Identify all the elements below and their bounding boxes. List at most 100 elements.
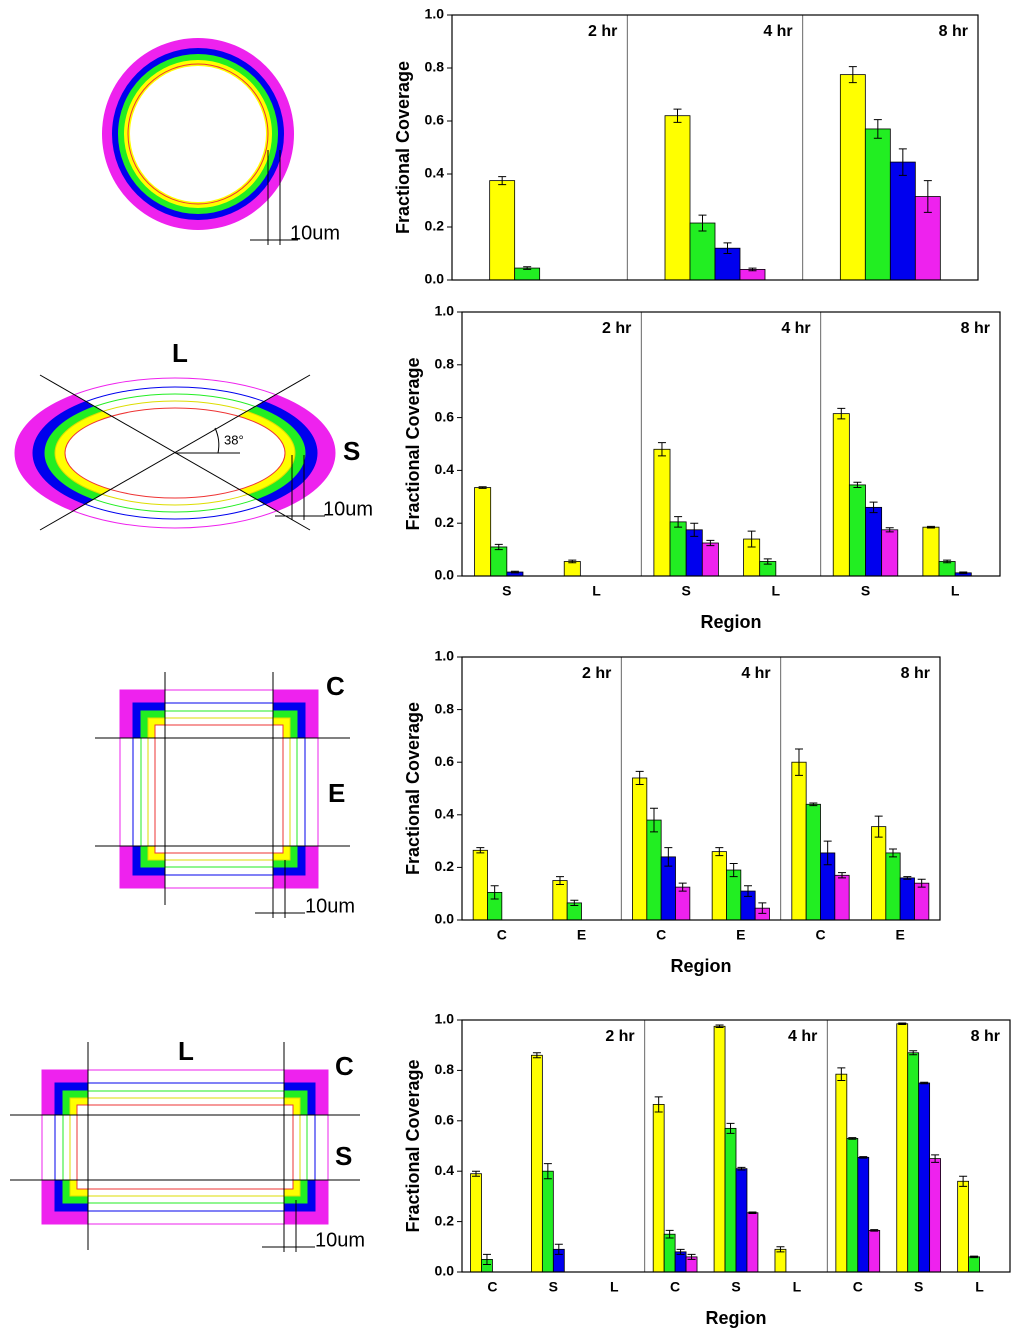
bar (474, 487, 492, 577)
bar (868, 1230, 881, 1273)
y-tick-label: 0.2 (425, 218, 445, 234)
x-tick-label: S (549, 1279, 558, 1295)
panel-label: 2 hr (605, 1028, 634, 1045)
plot-frame (461, 311, 1001, 577)
bar (834, 874, 850, 921)
error-bar (794, 748, 803, 776)
panel-label: 4 hr (781, 320, 810, 337)
error-bar (715, 847, 724, 857)
y-tick-label: 0.4 (435, 1162, 455, 1178)
error-bar (510, 570, 519, 574)
scale-label: 10um (305, 895, 355, 917)
bar (674, 1251, 687, 1273)
error-bar (570, 899, 579, 907)
error-bar (873, 119, 882, 139)
error-bar (885, 527, 894, 533)
error-bar (665, 1229, 674, 1239)
error-bar (715, 1024, 724, 1029)
region-label: L (178, 1036, 194, 1066)
error-bar (687, 1253, 696, 1260)
error-bar (959, 1175, 968, 1187)
error-bar (837, 1067, 846, 1081)
error-bar (837, 407, 846, 420)
rectangle-diagram: L C S 10um (10, 1036, 365, 1252)
bar (774, 1248, 787, 1273)
circle-diagram: 10um (102, 38, 340, 245)
bar (896, 1023, 909, 1273)
error-bar (758, 902, 767, 914)
x-tick-label: L (793, 1279, 802, 1295)
bar (871, 826, 887, 921)
region-label: C (326, 671, 345, 701)
bar (864, 128, 891, 281)
x-tick-label: C (670, 1279, 680, 1295)
x-axis-label: Region (701, 612, 762, 632)
bar (726, 869, 742, 921)
y-tick-label: 0.8 (435, 356, 455, 372)
panel-label: 2 hr (582, 665, 611, 682)
y-tick-label: 0.2 (435, 1212, 455, 1228)
bar (881, 529, 899, 577)
error-bar (748, 1211, 757, 1215)
bar (735, 1168, 748, 1273)
error-bar (888, 848, 897, 858)
bar (675, 886, 691, 921)
error-bar (747, 530, 756, 548)
y-tick-label: 0.8 (425, 59, 445, 75)
error-bar (654, 1096, 663, 1113)
error-bar (729, 862, 738, 878)
bar (839, 74, 866, 281)
region-label: E (328, 778, 345, 808)
error-bar (838, 872, 847, 879)
error-bar (869, 501, 878, 514)
x-tick-label: S (914, 1279, 923, 1295)
bar (922, 526, 940, 577)
error-bar (920, 1081, 929, 1085)
error-bar (657, 442, 666, 457)
bar (885, 852, 901, 921)
x-tick-label: S (731, 1279, 740, 1295)
x-tick-label: S (502, 583, 511, 599)
panel-label: 8 hr (901, 665, 930, 682)
error-bar (482, 1253, 491, 1265)
error-bar (726, 1122, 735, 1134)
x-axis-label: Region (706, 1308, 767, 1328)
bar (632, 777, 648, 921)
error-bar (898, 1022, 907, 1026)
error-bar (870, 1229, 879, 1232)
error-bar (809, 802, 818, 807)
error-bar (494, 543, 503, 551)
panel-label: 2 hr (588, 23, 617, 40)
bar (791, 761, 807, 921)
error-bar (909, 1050, 918, 1056)
x-tick-label: L (975, 1279, 984, 1295)
bar (914, 882, 930, 921)
x-tick-label: E (736, 927, 745, 943)
bar (805, 803, 821, 921)
panel-label: 4 hr (763, 23, 792, 40)
bar (938, 561, 956, 577)
error-bar (673, 108, 682, 123)
y-tick-label: 0.4 (435, 806, 455, 822)
panel-label: 2 hr (602, 320, 631, 337)
y-tick-label: 0.6 (435, 408, 455, 424)
y-tick-label: 1.0 (425, 6, 445, 22)
error-bar (959, 571, 968, 575)
y-tick-label: 0.0 (435, 1263, 455, 1279)
error-bar (649, 807, 658, 833)
plot-frame (451, 14, 979, 281)
y-axis-label: Fractional Coverage (393, 61, 413, 234)
bar (857, 1156, 870, 1273)
panel-label: 8 hr (939, 23, 968, 40)
error-bar (917, 878, 926, 888)
error-bar (903, 876, 912, 880)
scale-label: 10um (315, 1229, 365, 1251)
error-bar (706, 539, 715, 547)
x-tick-label: C (853, 1279, 863, 1295)
error-bar (676, 1248, 685, 1255)
x-tick-label: E (577, 927, 586, 943)
x-tick-label: L (951, 583, 960, 599)
x-tick-label: L (610, 1279, 619, 1295)
x-tick-label: L (772, 583, 781, 599)
bar (832, 413, 850, 577)
